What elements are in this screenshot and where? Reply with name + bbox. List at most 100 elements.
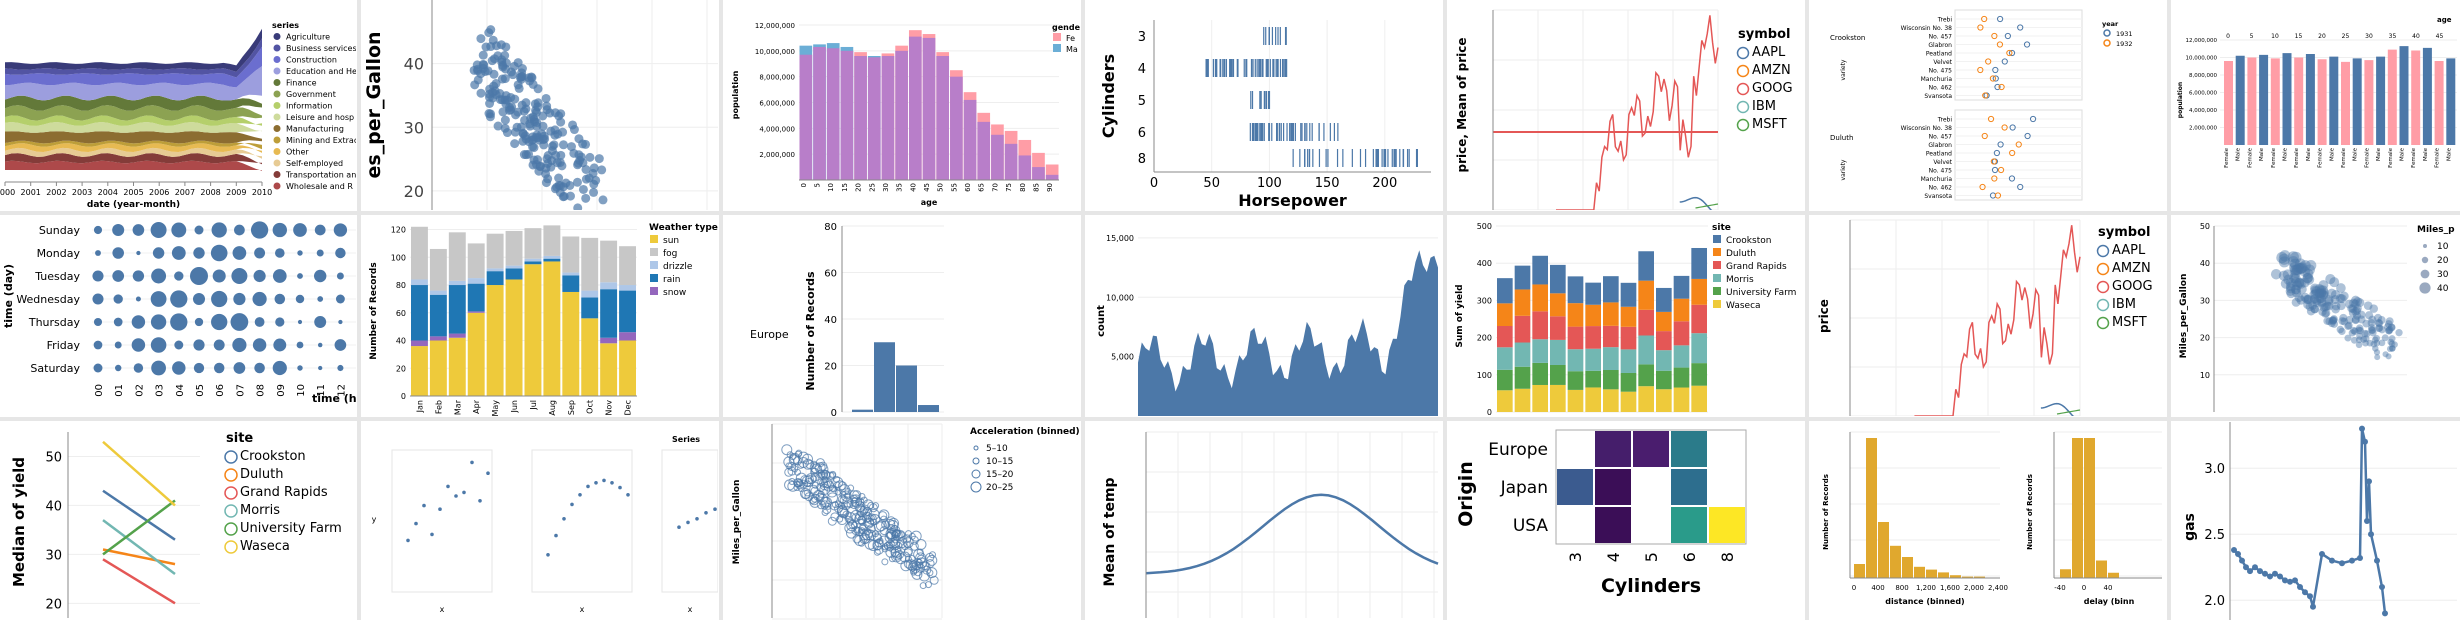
point	[2291, 284, 2301, 295]
bar	[600, 289, 618, 338]
tick-label: Jan	[415, 400, 424, 413]
point	[904, 530, 912, 538]
point	[2318, 307, 2327, 317]
bar	[1567, 349, 1584, 372]
legend-label: Crookston	[240, 449, 306, 464]
point	[926, 569, 934, 577]
point	[589, 187, 599, 197]
point	[406, 538, 410, 543]
chart-13-svg: price symbol AAPL AMZN GOOG IBM MSFT	[1817, 219, 2153, 416]
legend-symbol	[2103, 39, 2111, 47]
point	[2017, 183, 2024, 191]
point	[817, 478, 825, 486]
point	[2023, 41, 2031, 48]
chart-4-svg: 0 50 100 150 200 3 4 5 6 8 Horsepower Cylinders	[1099, 20, 1431, 210]
tick-label: 15,000	[1106, 234, 1134, 243]
legend-symbol	[273, 56, 281, 63]
point	[476, 34, 486, 44]
point	[2357, 315, 2366, 324]
tick-label: 100	[1257, 176, 1282, 191]
point	[2335, 293, 2346, 303]
point	[2385, 327, 2393, 335]
bar	[1585, 326, 1601, 349]
area-band	[5, 115, 262, 126]
point	[462, 490, 466, 495]
chart-punchcard: Sunday Monday Tuesday Wednesday Thursday Frid…	[0, 216, 356, 416]
column-label: 15	[2295, 33, 2303, 40]
bar	[1638, 364, 1654, 387]
point	[610, 481, 614, 485]
bar	[881, 56, 895, 180]
series-line	[1914, 225, 2081, 416]
point	[2362, 335, 2370, 343]
legend-label: sun	[663, 236, 679, 246]
tick-label: 8,000,000	[2189, 73, 2217, 79]
point	[883, 542, 891, 550]
point	[2299, 266, 2311, 277]
point	[1997, 141, 2004, 148]
point	[2391, 341, 2398, 348]
bar	[619, 246, 636, 286]
point	[233, 362, 246, 374]
point	[2344, 299, 2354, 309]
point	[858, 492, 866, 500]
bar	[2387, 49, 2397, 145]
legend-symbol	[971, 469, 981, 479]
point	[2247, 568, 2253, 575]
point	[2352, 311, 2362, 320]
point	[794, 478, 804, 488]
tick-label: 10	[827, 183, 835, 192]
bar	[1638, 251, 1654, 281]
point	[211, 313, 228, 331]
bar	[1673, 345, 1690, 368]
bar	[2096, 560, 2107, 578]
bar	[874, 342, 895, 412]
point	[2304, 274, 2315, 285]
tick-label: 0	[1487, 408, 1492, 416]
point	[192, 292, 206, 306]
legend-label: fog	[663, 249, 677, 259]
tick-label: Sunday	[39, 224, 81, 237]
point	[2359, 425, 2365, 432]
legend-symbol	[273, 44, 281, 52]
legend-symbol	[273, 79, 281, 86]
point	[2310, 283, 2320, 294]
tick-label: Wisconsin No. 38	[1901, 125, 1953, 132]
series-line	[102, 489, 176, 541]
tick-label: 40	[2200, 259, 2210, 268]
legend-label: Grand Rapids	[1726, 262, 1787, 272]
point	[713, 507, 717, 511]
point	[1992, 75, 1999, 82]
bar	[2235, 55, 2245, 145]
tick-label: 300	[1477, 296, 1492, 305]
series-line	[1679, 196, 1713, 210]
point	[210, 244, 228, 262]
bar	[1691, 385, 1707, 412]
point	[626, 493, 630, 497]
bar	[2108, 572, 2119, 578]
legend-label: Government	[286, 90, 336, 99]
point	[2352, 306, 2362, 316]
tick-label: 2,400	[1988, 584, 2008, 592]
bar	[467, 283, 485, 312]
tick-label: Wisconsin No. 38	[1901, 25, 1953, 32]
tick-label: 100	[1477, 371, 1492, 380]
point	[809, 462, 821, 474]
point	[868, 508, 880, 520]
point	[2302, 589, 2308, 596]
point	[2388, 340, 2396, 348]
tick-label: 50	[1203, 176, 1220, 191]
chart-facet-scatter: x x x y Series	[362, 422, 718, 620]
point	[454, 494, 458, 498]
point	[2329, 316, 2338, 325]
legend-label: Fe	[1066, 34, 1075, 43]
series-line	[2233, 428, 2387, 614]
point	[2366, 478, 2372, 485]
tick-label: Sep	[567, 400, 576, 415]
tick-label: 8	[1718, 552, 1737, 562]
point	[881, 558, 889, 566]
point	[2325, 317, 2334, 326]
legend-label: Self-employed	[286, 159, 343, 168]
point	[2351, 315, 2360, 324]
point	[2286, 288, 2296, 299]
